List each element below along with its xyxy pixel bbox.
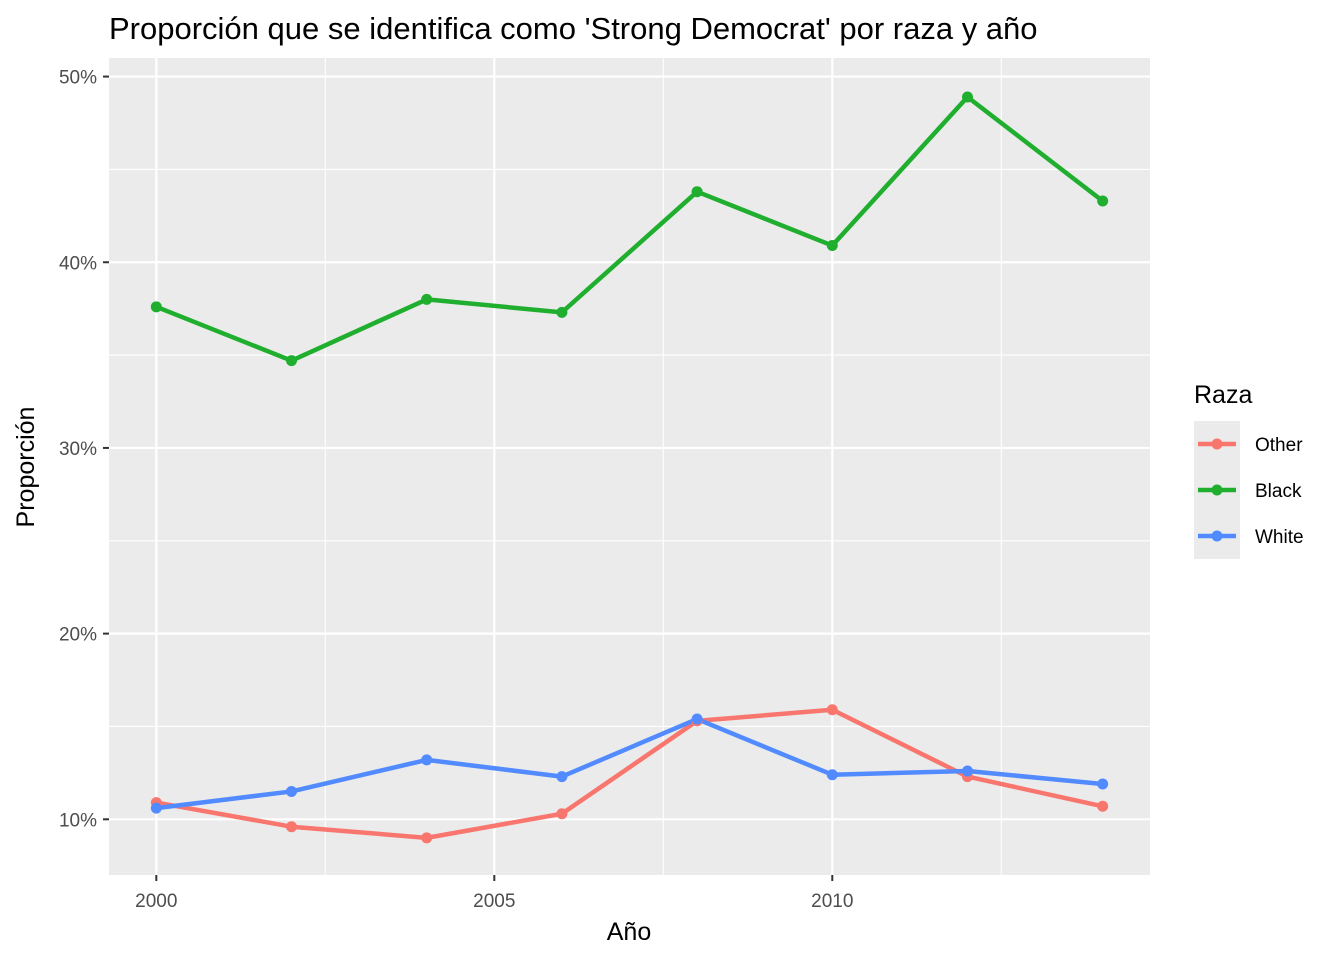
y-tick-label: 40%: [59, 253, 97, 274]
legend-title: Raza: [1194, 381, 1252, 409]
point-black: [286, 355, 298, 367]
series-lines: [155, 94, 1105, 841]
point-white: [826, 769, 838, 781]
y-tick-label: 50%: [59, 68, 97, 89]
point-white: [421, 754, 433, 766]
point-black: [961, 91, 973, 103]
point-other: [826, 704, 838, 716]
series-line-white: [156, 716, 1103, 811]
y-axis: 10% 20% 30% 40% 50%: [59, 68, 109, 831]
legend: Raza Other Black White: [1194, 381, 1304, 559]
y-tick-label: 10%: [59, 810, 97, 831]
plot-panel: [109, 58, 1150, 875]
chart-title: Proporción que se identifica como 'Stron…: [109, 11, 1038, 46]
legend-point-white: [1211, 530, 1223, 542]
series-line-other: [155, 707, 1104, 841]
x-tick-label: 2000: [135, 891, 177, 912]
x-tick-label: 2010: [811, 891, 853, 912]
y-axis-title: Proporción: [12, 407, 40, 528]
point-black: [691, 186, 703, 198]
legend-label-black: Black: [1255, 481, 1302, 502]
x-axis: 2000 2005 2010: [135, 875, 853, 912]
series-points: [150, 91, 1109, 844]
legend-point-other: [1211, 438, 1223, 450]
point-other: [556, 808, 568, 820]
point-white: [150, 802, 162, 814]
series-line-black: [155, 94, 1105, 363]
point-black: [421, 293, 433, 305]
point-white: [691, 713, 703, 725]
legend-point-black: [1211, 484, 1223, 496]
point-black: [1097, 195, 1109, 207]
point-white: [556, 771, 568, 783]
point-white: [1097, 778, 1109, 790]
y-tick-label: 30%: [59, 439, 97, 460]
point-other: [1097, 800, 1109, 812]
legend-label-white: White: [1255, 527, 1304, 548]
point-other: [286, 821, 298, 833]
y-tick-label: 20%: [59, 625, 97, 646]
point-white: [286, 785, 298, 797]
x-tick-label: 2005: [473, 891, 515, 912]
point-black: [556, 306, 568, 318]
x-axis-title: Año: [607, 918, 651, 946]
grid-major: [109, 58, 1150, 875]
point-other: [421, 832, 433, 844]
point-black: [150, 301, 162, 313]
legend-items: Other Black White: [1194, 421, 1304, 559]
legend-label-other: Other: [1255, 435, 1303, 456]
point-black: [826, 240, 838, 252]
point-white: [961, 765, 973, 777]
